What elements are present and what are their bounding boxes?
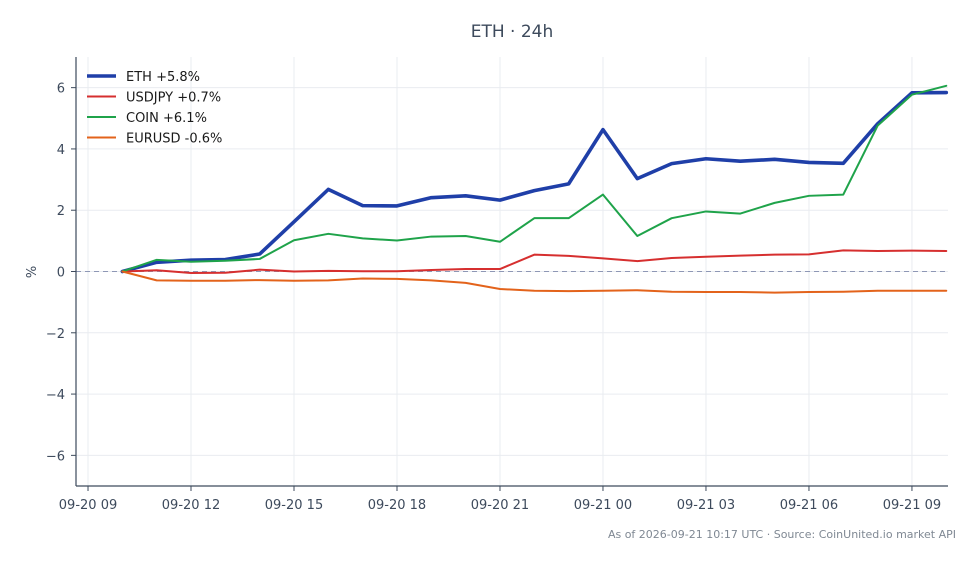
- series-line-eurusd: [121, 270, 948, 294]
- series-group: [120, 84, 949, 294]
- y-tick-labels: −6 −4 −2 0 2 4 6: [46, 82, 65, 465]
- series-line-coin: [121, 84, 948, 273]
- chart-title: ETH · 24h: [471, 22, 554, 42]
- x-tick-label: 09-20 18: [368, 498, 426, 513]
- y-tick-label: −2: [46, 327, 65, 342]
- y-tick-label: 6: [57, 82, 65, 97]
- x-tick-label: 09-20 15: [265, 498, 323, 513]
- x-tick-label: 09-21 03: [677, 498, 735, 513]
- y-tick-label: −4: [46, 388, 65, 403]
- axes: [71, 57, 948, 491]
- x-tick-label: 09-20 12: [162, 498, 220, 513]
- y-tick-label: 4: [57, 143, 65, 158]
- legend-label-usdjpy: USDJPY +0.7%: [126, 91, 221, 106]
- legend-label-eurusd: EURUSD -0.6%: [126, 132, 222, 147]
- x-tick-label: 09-21 06: [780, 498, 838, 513]
- legend-label-eth: ETH +5.8%: [126, 70, 200, 85]
- series-line-usdjpy: [121, 249, 948, 275]
- legend: ETH +5.8% USDJPY +0.7% COIN +6.1% EURUSD -0…: [87, 70, 222, 147]
- source-footer: As of 2026-09-21 10:17 UTC · Source: Coi…: [608, 528, 956, 541]
- x-tick-label: 09-20 21: [471, 498, 529, 513]
- x-tick-label: 09-20 09: [59, 498, 117, 513]
- legend-label-coin: COIN +6.1%: [126, 111, 207, 126]
- x-tick-label: 09-21 09: [883, 498, 941, 513]
- y-tick-label: −6: [46, 449, 65, 464]
- y-axis-label: %: [25, 266, 40, 278]
- x-tick-label: 09-21 00: [574, 498, 632, 513]
- x-tick-labels: 09-20 09 09-20 12 09-20 15 09-20 18 09-20 21…: [59, 498, 941, 513]
- series-line-eth: [120, 90, 949, 274]
- y-tick-label: 0: [57, 266, 65, 281]
- y-tick-label: 2: [57, 204, 65, 219]
